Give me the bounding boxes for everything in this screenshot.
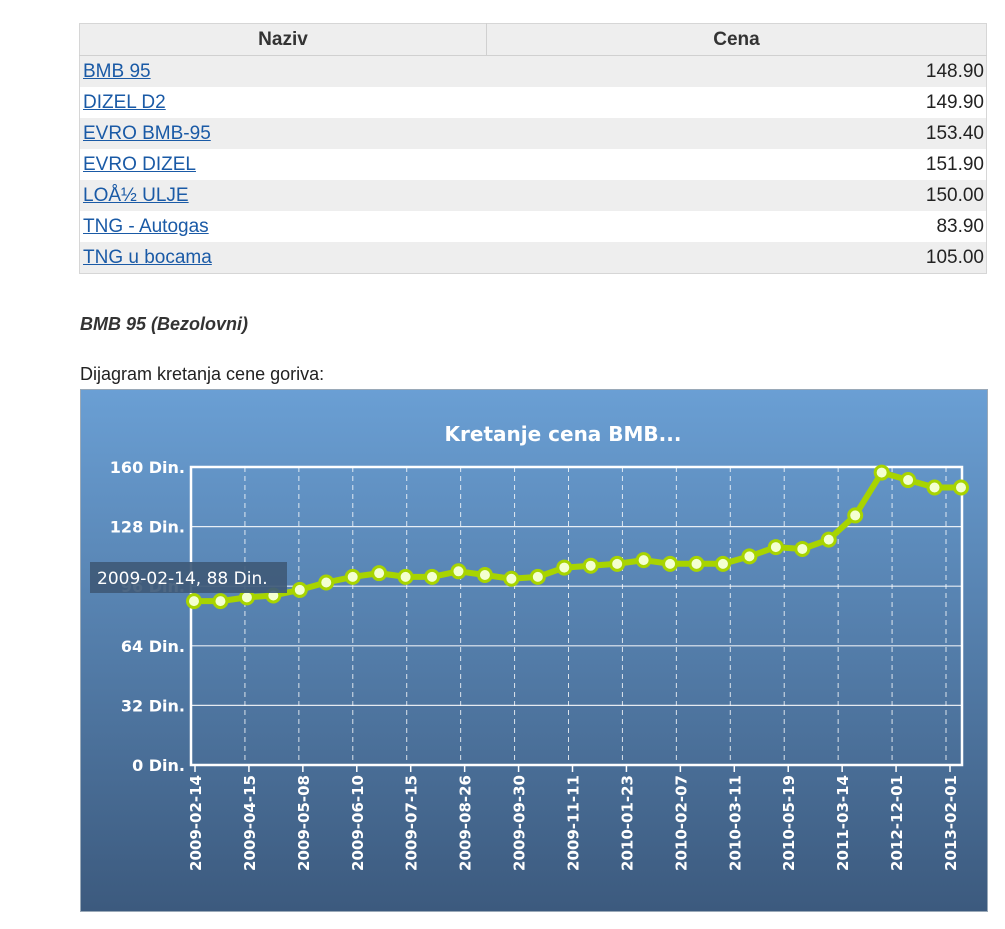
data-point — [609, 555, 626, 572]
data-point — [662, 555, 679, 572]
table-row: BMB 95 148.90 — [79, 55, 987, 87]
chart-title: Kretanje cena BMB... — [445, 422, 682, 446]
x-tick-label: 2009-02-14 — [187, 775, 205, 871]
table-row: TNG u bocama 105.00 — [79, 242, 987, 274]
price-chart: Kretanje cena BMB... 0 Din. 32 Din. 64 Din… — [80, 389, 988, 912]
fuel-price-cell: 153.40 — [486, 118, 987, 149]
x-tick-label: 2011-03-14 — [834, 775, 852, 871]
data-point — [926, 479, 943, 496]
data-point — [503, 570, 520, 587]
fuel-price-cell: 150.00 — [486, 180, 987, 211]
tooltip-background — [90, 562, 287, 593]
x-tick-label: 2010-01-23 — [618, 775, 636, 871]
y-tick-label: 64 Din. — [121, 637, 185, 656]
chart-caption: Dijagram kretanja cene goriva: — [80, 364, 325, 384]
y-tick-label: 0 Din. — [132, 756, 185, 775]
data-point — [529, 568, 546, 585]
x-tick-label: 2012-12-01 — [888, 775, 906, 871]
x-tick-label: 2009-05-08 — [295, 775, 313, 871]
section-title: BMB 95 (Bezolovni) — [80, 314, 249, 334]
fuel-price-cell: 105.00 — [486, 242, 987, 274]
fuel-price-cell: 149.90 — [486, 87, 987, 118]
data-point — [212, 593, 229, 610]
data-point — [318, 574, 335, 591]
data-point — [767, 539, 784, 556]
data-point — [450, 563, 467, 580]
table-row: EVRO DIZEL 151.90 — [79, 149, 987, 180]
data-point — [688, 555, 705, 572]
column-header-name: Naziv — [79, 23, 487, 56]
data-point — [953, 479, 969, 496]
data-point — [344, 568, 361, 585]
data-point — [186, 593, 202, 610]
data-point — [847, 507, 864, 524]
x-tick-label: 2010-03-11 — [726, 775, 744, 871]
x-tick-label: 2009-11-11 — [565, 775, 583, 871]
plot-border — [189, 465, 964, 767]
data-point — [476, 567, 493, 584]
data-point — [635, 552, 652, 569]
fuel-name-cell: DIZEL D2 — [79, 87, 487, 118]
x-tick-label: 2009-06-10 — [349, 775, 367, 871]
series-line-group — [186, 464, 969, 610]
x-tick-label: 2009-04-15 — [241, 775, 259, 871]
data-point — [556, 559, 573, 576]
data-point — [714, 555, 731, 572]
x-axis-ticks: 2009-02-14 2009-04-15 2009-05-08 2009-06-10… — [187, 765, 960, 871]
data-point — [820, 531, 837, 548]
chart-background — [81, 390, 987, 911]
fuel-price-cell: 83.90 — [486, 211, 987, 242]
x-tick-label: 2009-08-26 — [457, 775, 475, 871]
data-point — [900, 472, 917, 489]
table-row: LOÅ½ ULJE 150.00 — [79, 180, 987, 211]
y-tick-label: 160 Din. — [110, 458, 185, 477]
fuel-price-cell: 148.90 — [486, 55, 987, 87]
fuel-link[interactable]: EVRO BMB-95 — [83, 122, 211, 144]
data-point — [582, 557, 599, 574]
fuel-link[interactable]: DIZEL D2 — [83, 91, 166, 113]
data-point — [794, 540, 811, 557]
x-tick-label: 2010-05-19 — [780, 775, 798, 871]
fuel-link[interactable]: TNG - Autogas — [83, 215, 209, 237]
fuel-name-cell: EVRO DIZEL — [79, 149, 487, 180]
x-tick-label: 2009-09-30 — [511, 775, 529, 871]
fuel-link[interactable]: EVRO DIZEL — [83, 153, 196, 175]
fuel-link[interactable]: BMB 95 — [83, 60, 151, 82]
tooltip-text: 2009-02-14, 88 Din. — [97, 569, 268, 589]
table-header-row: Naziv Cena — [79, 23, 987, 56]
y-tick-label: 32 Din. — [121, 696, 185, 715]
fuel-link[interactable]: LOÅ½ ULJE — [83, 184, 189, 206]
table-row: DIZEL D2 149.90 — [79, 87, 987, 118]
table-row: EVRO BMB-95 153.40 — [79, 118, 987, 149]
fuel-link[interactable]: TNG u bocama — [83, 246, 212, 268]
chart-tooltip: 2009-02-14, 88 Din. — [90, 562, 287, 593]
data-point — [291, 581, 308, 598]
fuel-price-table: Naziv Cena BMB 95 148.90 DIZEL D2 149.90… — [79, 23, 987, 274]
column-header-price: Cena — [486, 23, 987, 56]
fuel-name-cell: TNG u bocama — [79, 242, 487, 274]
fuel-name-cell: BMB 95 — [79, 55, 487, 87]
x-tick-label: 2013-02-01 — [942, 775, 960, 871]
fuel-price-cell: 151.90 — [486, 149, 987, 180]
data-point — [873, 464, 890, 481]
price-chart-svg: Kretanje cena BMB... 0 Din. 32 Din. 64 Din… — [81, 390, 987, 911]
data-point — [741, 548, 758, 565]
x-tick-label: 2010-02-07 — [672, 775, 690, 871]
fuel-name-cell: LOÅ½ ULJE — [79, 180, 487, 211]
data-point — [397, 568, 414, 585]
table-row: TNG - Autogas 83.90 — [79, 211, 987, 242]
fuel-name-cell: EVRO BMB-95 — [79, 118, 487, 149]
fuel-name-cell: TNG - Autogas — [79, 211, 487, 242]
data-point — [371, 565, 388, 582]
x-tick-label: 2009-07-15 — [403, 775, 421, 871]
y-tick-label: 128 Din. — [110, 518, 185, 537]
data-point — [424, 568, 441, 585]
